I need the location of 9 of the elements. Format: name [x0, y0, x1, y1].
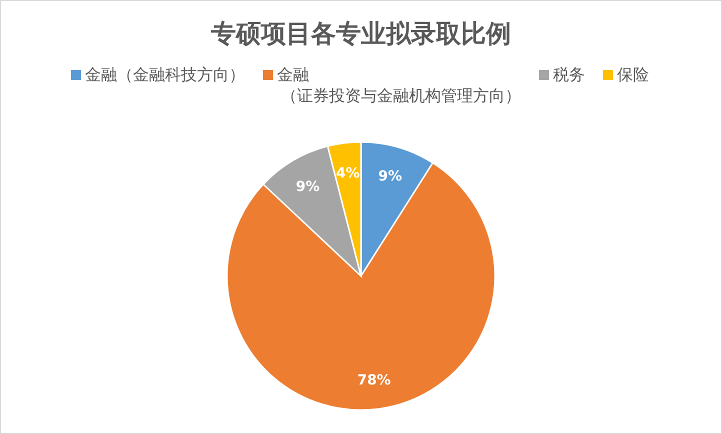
chart-title: 专硕项目各专业拟录取比例 — [210, 19, 511, 48]
data-label: 4% — [336, 165, 360, 182]
legend-label: 税务 — [553, 65, 585, 84]
legend-label: 金融（证券投资与金融机构管理方向） — [277, 65, 521, 105]
legend-label: 金融（金融科技方向） — [85, 65, 245, 84]
data-label: 78% — [357, 372, 391, 389]
data-label: 9% — [296, 179, 320, 196]
data-label: 9% — [378, 168, 402, 185]
legend-label: 保险 — [617, 65, 649, 84]
